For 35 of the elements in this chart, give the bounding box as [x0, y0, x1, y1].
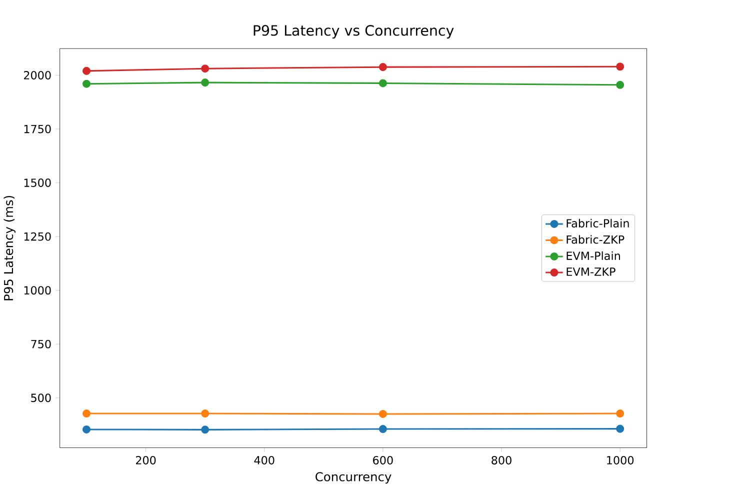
point	[82, 66, 91, 75]
point	[616, 424, 624, 433]
point	[378, 79, 387, 88]
point	[201, 78, 210, 86]
y-tick-label: 1000	[24, 286, 51, 294]
point	[82, 409, 91, 418]
legend-label: EVM-Plain	[566, 251, 620, 260]
chart-title: P95 Latency vs Concurrency	[254, 24, 454, 38]
y-tick-label: 1250	[24, 232, 51, 241]
point	[201, 425, 210, 434]
x-tick-label: 1000	[607, 456, 634, 464]
x-tick-label: 200	[136, 456, 156, 464]
point	[82, 425, 91, 434]
legend-label: Fabric-Plain	[566, 218, 629, 228]
point	[201, 409, 210, 418]
y-tick-label: 1500	[24, 178, 51, 187]
x-tick-label: 600	[373, 456, 393, 464]
legend-label: EVM-ZKP	[566, 267, 616, 276]
point	[82, 80, 91, 88]
point	[378, 424, 387, 433]
y-axis-title: P95 Latency (ms)	[4, 196, 16, 300]
y-tick-label: 750	[31, 340, 51, 348]
legend-label: Fabric-ZKP	[566, 234, 624, 244]
point	[378, 410, 387, 418]
point	[378, 62, 387, 71]
x-axis-title: Concurrency	[316, 472, 392, 484]
y-tick-label: 1750	[24, 124, 51, 134]
y-tick-label: 500	[31, 393, 51, 402]
point	[616, 62, 624, 70]
x-tick-label: 800	[492, 456, 512, 464]
point	[616, 409, 624, 418]
y-tick-label: 2000	[24, 70, 51, 80]
x-tick-label: 400	[254, 456, 274, 464]
point	[616, 80, 624, 89]
point	[201, 64, 210, 72]
